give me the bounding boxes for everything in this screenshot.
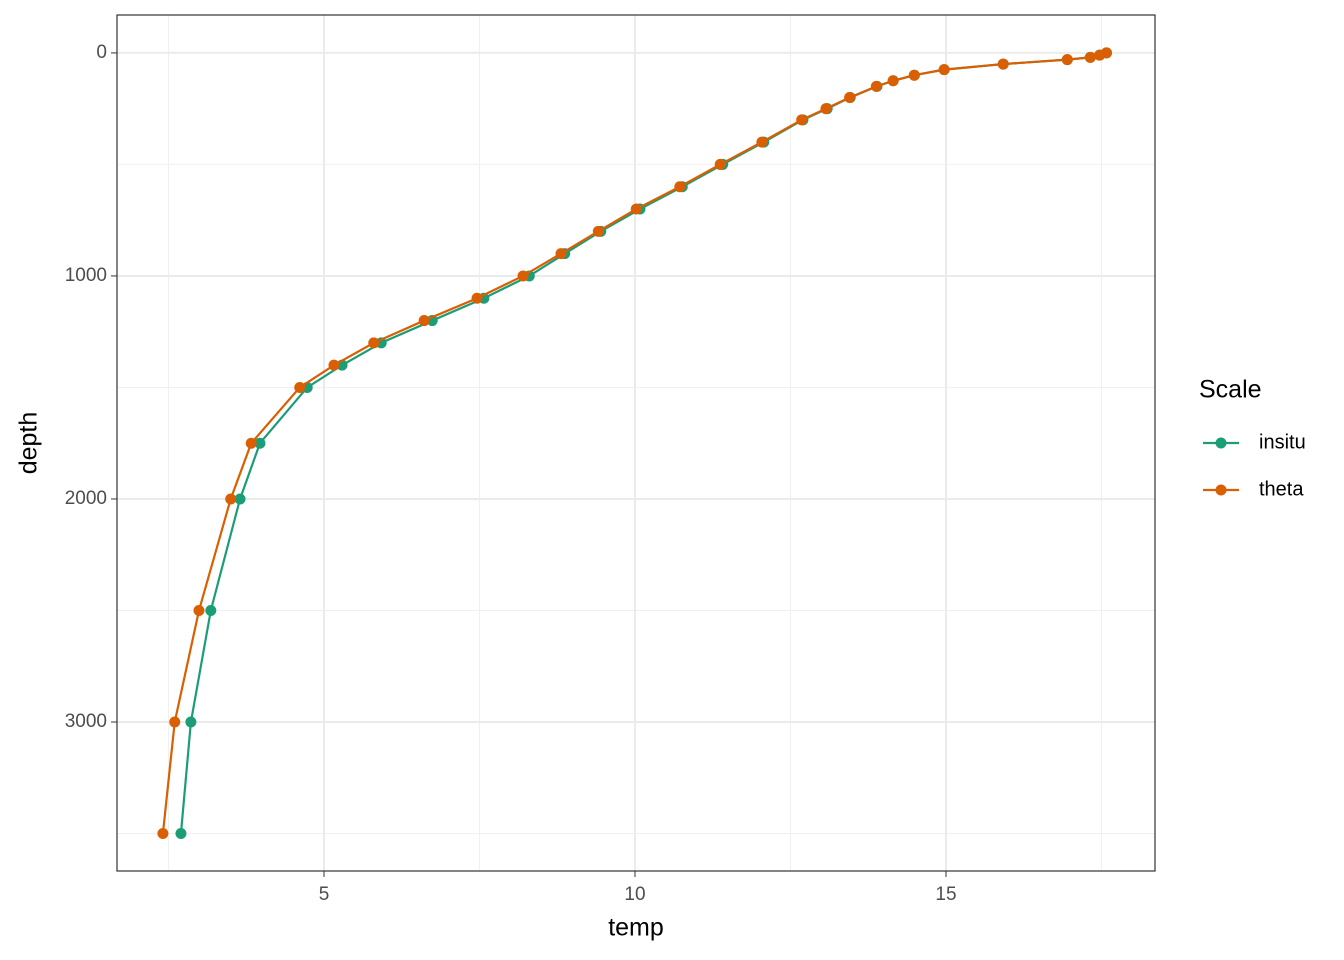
x-tick-label: 10 — [624, 884, 645, 905]
y-tick-label: 0 — [96, 42, 107, 63]
x-tick-label: 5 — [319, 884, 330, 905]
data-point — [714, 158, 726, 170]
data-point — [820, 103, 832, 115]
data-point — [471, 292, 483, 304]
data-point — [245, 437, 257, 449]
data-point — [887, 75, 899, 87]
y-tick-label: 3000 — [65, 711, 107, 732]
data-point — [756, 136, 768, 148]
data-point — [175, 828, 187, 840]
data-point — [517, 270, 529, 282]
data-point — [870, 80, 882, 92]
data-point — [1061, 54, 1073, 66]
plot-border — [116, 14, 1156, 872]
plot-area — [117, 15, 1155, 871]
y-tick-label: 1000 — [65, 265, 107, 286]
y-tick-label: 2000 — [65, 488, 107, 509]
data-point — [205, 604, 217, 616]
data-point — [254, 437, 266, 449]
legend-label: theta — [1259, 478, 1304, 500]
legend-title: Scale — [1199, 376, 1262, 404]
data-point — [908, 69, 920, 81]
data-point — [225, 493, 237, 505]
data-line — [179, 51, 1107, 834]
data-point — [592, 225, 604, 237]
data-point — [1094, 49, 1106, 61]
data-point — [193, 604, 205, 616]
data-point — [796, 114, 808, 126]
legend-key-point — [1215, 484, 1227, 496]
y-axis-title: depth — [15, 412, 43, 475]
data-point — [555, 248, 567, 260]
data-point — [418, 315, 430, 327]
data-point — [1084, 51, 1096, 63]
x-tick-label: 15 — [935, 884, 956, 905]
data-point — [368, 337, 380, 349]
data-point — [157, 828, 169, 840]
x-axis-title: temp — [608, 914, 664, 942]
data-point — [630, 203, 642, 215]
data-point — [328, 359, 340, 371]
data-point — [938, 64, 950, 76]
data-point — [997, 58, 1009, 70]
data-point — [234, 493, 246, 505]
legend-key-point — [1215, 437, 1227, 449]
data-point — [674, 181, 686, 193]
legend-label: insitu — [1259, 431, 1306, 453]
data-point — [844, 92, 856, 104]
data-point — [294, 381, 306, 393]
data-point — [169, 716, 181, 728]
data-point — [185, 716, 197, 728]
